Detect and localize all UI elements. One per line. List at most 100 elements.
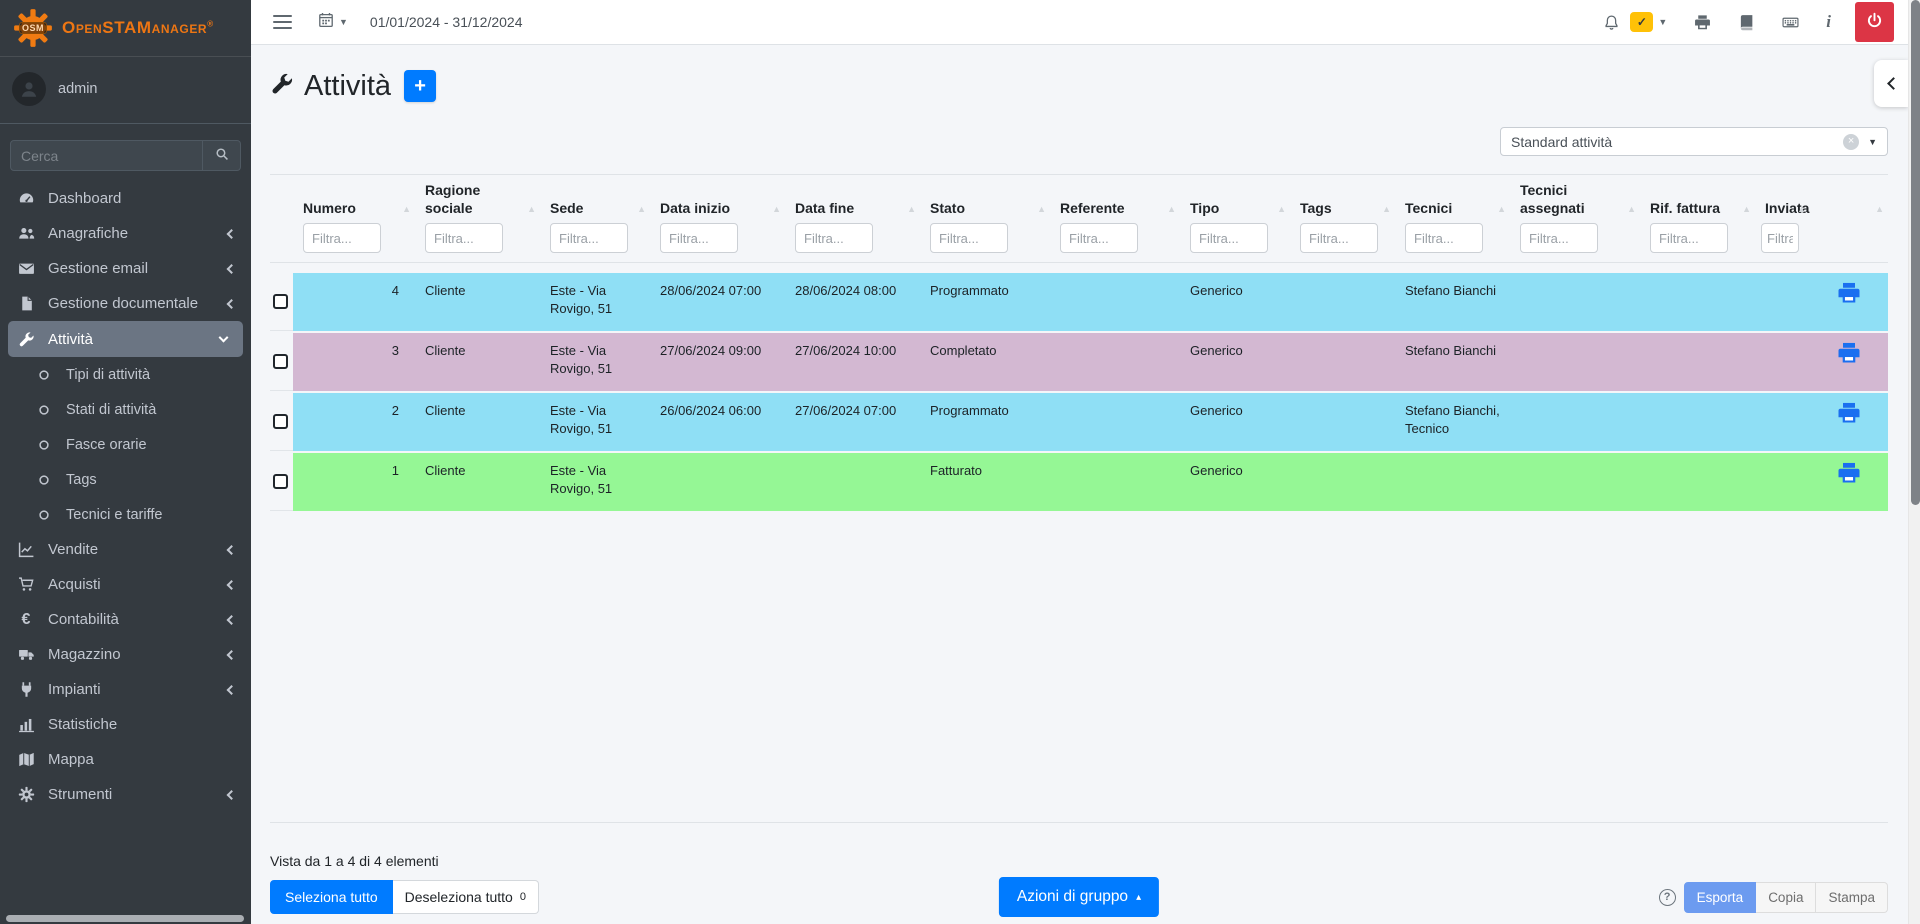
sidebar-item-strumenti[interactable]: Strumenti bbox=[0, 777, 251, 812]
notifications-bell-icon[interactable] bbox=[1603, 14, 1620, 31]
select-all-button[interactable]: Seleziona tutto bbox=[270, 880, 393, 914]
row-print-button[interactable] bbox=[1810, 393, 1888, 451]
filter-input-tecnici_assegnati[interactable] bbox=[1520, 223, 1598, 253]
table-body: 4 Cliente Este - Via Rovigo, 51 28/06/2024 … bbox=[270, 273, 1888, 511]
sidebar-subitem-tipi-di-attivit-[interactable]: Tipi di attività bbox=[0, 357, 251, 392]
logout-power-button[interactable] bbox=[1855, 2, 1894, 42]
table-row[interactable]: 2 Cliente Este - Via Rovigo, 51 26/06/2024 … bbox=[270, 393, 1888, 451]
filter-input-sede[interactable] bbox=[550, 223, 628, 253]
column-header-tecnici_assegnati[interactable]: Tecnici assegnati ▲ bbox=[1510, 182, 1640, 223]
power-icon bbox=[1866, 12, 1883, 32]
copy-button[interactable]: Copia bbox=[1756, 881, 1817, 913]
user-panel[interactable]: admin bbox=[0, 57, 251, 124]
sidebar-subitem-stati-di-attivit-[interactable]: Stati di attività bbox=[0, 392, 251, 427]
column-header-numero[interactable]: Numero ▲ bbox=[293, 200, 415, 224]
row-checkbox[interactable] bbox=[273, 414, 288, 429]
filter-input-numero[interactable] bbox=[303, 223, 381, 253]
help-question-icon[interactable]: ? bbox=[1658, 888, 1676, 906]
tasks-check-badge[interactable]: ✓ bbox=[1630, 12, 1654, 32]
filter-input-ragione_sociale[interactable] bbox=[425, 223, 503, 253]
row-checkbox[interactable] bbox=[273, 474, 288, 489]
column-header-print[interactable]: ▲ bbox=[1810, 204, 1888, 223]
filter-input-stato[interactable] bbox=[930, 223, 1008, 253]
column-header-stato[interactable]: Stato ▲ bbox=[920, 200, 1050, 224]
printer-icon bbox=[1837, 461, 1861, 490]
table-row[interactable]: 1 Cliente Este - Via Rovigo, 51 Fatturato Ge… bbox=[270, 453, 1888, 511]
search-button[interactable] bbox=[203, 140, 241, 171]
row-checkbox[interactable] bbox=[273, 294, 288, 309]
keyboard-shortcuts-icon[interactable] bbox=[1782, 14, 1799, 31]
sidebar-subitem-fasce-orarie[interactable]: Fasce orarie bbox=[0, 427, 251, 462]
envelope-icon bbox=[16, 260, 36, 277]
calendar-dropdown[interactable]: ▼ bbox=[318, 12, 348, 33]
right-panel-toggle[interactable] bbox=[1874, 60, 1908, 107]
filter-input-tecnici[interactable] bbox=[1405, 223, 1483, 253]
column-header-data_fine[interactable]: Data fine ▲ bbox=[785, 200, 920, 224]
sort-icon: ▲ bbox=[1037, 203, 1046, 214]
cell-tags bbox=[1290, 273, 1395, 331]
add-activity-button[interactable]: + bbox=[404, 70, 437, 102]
column-header-rif_fattura[interactable]: Rif. fattura ▲ bbox=[1640, 200, 1755, 224]
column-header-label: Ragione sociale bbox=[425, 182, 481, 216]
scrollbar-thumb[interactable] bbox=[1910, 0, 1920, 505]
row-checkbox[interactable] bbox=[273, 354, 288, 369]
sidebar-search bbox=[10, 140, 241, 171]
sidebar-item-gestione-documentale[interactable]: Gestione documentale bbox=[0, 286, 251, 321]
filter-input-data_inizio[interactable] bbox=[660, 223, 738, 253]
column-header-tecnici[interactable]: Tecnici ▲ bbox=[1395, 200, 1510, 224]
page-scrollbar[interactable] bbox=[1908, 0, 1920, 924]
sidebar-subitem-tecnici-e-tariffe[interactable]: Tecnici e tariffe bbox=[0, 497, 251, 532]
filter-input-inviata[interactable] bbox=[1761, 223, 1799, 253]
column-header-referente[interactable]: Referente ▲ bbox=[1050, 200, 1180, 224]
clear-selection-icon[interactable]: × bbox=[1843, 133, 1860, 150]
row-print-button[interactable] bbox=[1810, 273, 1888, 331]
template-select[interactable]: Standard attività × ▼ bbox=[1500, 127, 1888, 156]
docs-book-icon[interactable] bbox=[1738, 14, 1755, 31]
sidebar-item-statistiche[interactable]: Statistiche bbox=[0, 707, 251, 742]
filter-input-tags[interactable] bbox=[1300, 223, 1378, 253]
sidebar-item-vendite[interactable]: Vendite bbox=[0, 532, 251, 567]
badge-caret-down-icon[interactable]: ▼ bbox=[1658, 17, 1668, 27]
sidebar-item-contabilita[interactable]: € Contabilità bbox=[0, 602, 251, 637]
sidebar-item-gestione-email[interactable]: Gestione email bbox=[0, 251, 251, 286]
group-actions-button[interactable]: Azioni di gruppo ▴ bbox=[998, 877, 1160, 917]
filter-input-tipo[interactable] bbox=[1190, 223, 1268, 253]
sidebar-item-anagrafiche[interactable]: Anagrafiche bbox=[0, 216, 251, 251]
sidebar-subitem-label: Tecnici e tariffe bbox=[66, 506, 163, 523]
search-input[interactable] bbox=[10, 140, 203, 171]
sidebar-item-impianti[interactable]: Impianti bbox=[0, 672, 251, 707]
sidebar-item-attivita[interactable]: Attività bbox=[8, 321, 243, 357]
column-header-inviata[interactable]: Inviata ▲ bbox=[1755, 200, 1810, 224]
deselect-all-button[interactable]: Deseleziona tutto 0 bbox=[392, 880, 539, 914]
filter-cell-inviata bbox=[1755, 223, 1810, 253]
column-header-ragione_sociale[interactable]: Ragione sociale ▲ bbox=[415, 182, 540, 223]
cell-data_inizio bbox=[650, 453, 785, 511]
table-row[interactable]: 3 Cliente Este - Via Rovigo, 51 27/06/2024 … bbox=[270, 333, 1888, 391]
filter-input-referente[interactable] bbox=[1060, 223, 1138, 253]
print-button[interactable]: Stampa bbox=[1816, 881, 1888, 913]
sidebar-item-mappa[interactable]: Mappa bbox=[0, 742, 251, 777]
column-header-tipo[interactable]: Tipo ▲ bbox=[1180, 200, 1290, 224]
column-header-sede[interactable]: Sede ▲ bbox=[540, 200, 650, 224]
column-header-tags[interactable]: Tags ▲ bbox=[1290, 200, 1395, 224]
row-print-button[interactable] bbox=[1810, 453, 1888, 511]
export-button[interactable]: Esporta bbox=[1683, 881, 1757, 913]
filter-input-rif_fattura[interactable] bbox=[1650, 223, 1728, 253]
table-row[interactable]: 4 Cliente Este - Via Rovigo, 51 28/06/2024 … bbox=[270, 273, 1888, 331]
sidebar-item-magazzino[interactable]: Magazzino bbox=[0, 637, 251, 672]
sort-icon: ▲ bbox=[1167, 203, 1176, 214]
column-header-data_inizio[interactable]: Data inizio ▲ bbox=[650, 200, 785, 224]
brand[interactable]: OSM OpenSTAManager® bbox=[0, 0, 251, 57]
sidebar-horizontal-scrollbar[interactable] bbox=[6, 915, 244, 922]
info-icon[interactable]: i bbox=[1826, 12, 1831, 31]
sidebar-subitem-tags[interactable]: Tags bbox=[0, 462, 251, 497]
cell-sede: Este - Via Rovigo, 51 bbox=[540, 273, 650, 331]
row-print-button[interactable] bbox=[1810, 333, 1888, 391]
sidebar-item-dashboard[interactable]: Dashboard bbox=[0, 181, 251, 216]
date-range-label[interactable]: 01/01/2024 - 31/12/2024 bbox=[369, 14, 523, 30]
print-page-icon[interactable] bbox=[1694, 14, 1711, 31]
cell-ragione_sociale: Cliente bbox=[415, 393, 540, 451]
hamburger-menu-icon[interactable] bbox=[273, 11, 292, 33]
sidebar-item-acquisti[interactable]: Acquisti bbox=[0, 567, 251, 602]
filter-input-data_fine[interactable] bbox=[795, 223, 873, 253]
